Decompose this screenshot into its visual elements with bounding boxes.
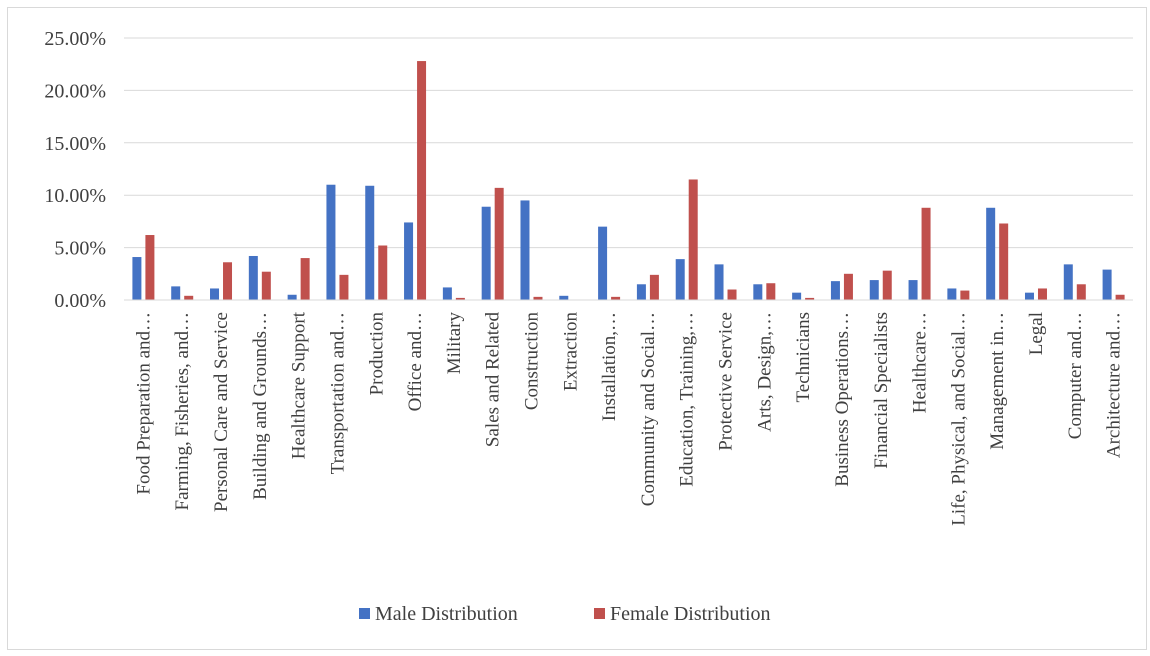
chart-area: 0.00% 5.00% 10.00% 15.00% 20.00% 25.00% Food … (7, 7, 1147, 650)
x-tick-label: Food Preparation and… (133, 312, 154, 495)
bar (1063, 264, 1073, 300)
bar (649, 274, 659, 300)
x-tick-label: Farming, Fisheries, and… (172, 312, 193, 510)
x-tick-label: Community and Social… (638, 312, 659, 506)
bar (481, 206, 491, 300)
bar (960, 290, 970, 300)
legend-swatch (594, 608, 605, 619)
bar (999, 223, 1009, 300)
bar (494, 187, 504, 300)
x-tick-label: Computer and… (1065, 312, 1086, 439)
bar (727, 289, 737, 300)
x-tick-label: Legal (1026, 312, 1047, 355)
bar (714, 264, 724, 300)
x-tick-label: Transportation and… (327, 312, 348, 474)
bar (171, 286, 181, 300)
bar (636, 284, 646, 300)
legend-label: Female Distribution (610, 603, 771, 625)
bar (1076, 284, 1086, 300)
bar (145, 235, 155, 300)
x-tick-label: Technicians (793, 312, 814, 402)
x-tick-label: Installation,… (599, 312, 620, 421)
bar (417, 61, 427, 300)
y-tick-label: 0.00% (54, 290, 106, 312)
legend-item: Male Distribution (359, 603, 518, 625)
x-tick-label: Life, Physical, and Social… (948, 312, 969, 526)
x-tick-label: Personal Care and Service (211, 312, 232, 512)
bar (1024, 292, 1034, 300)
gridlines (124, 37, 1133, 249)
x-tick-label: Production (366, 312, 387, 396)
legend: Male Distribution Female Distribution (359, 603, 771, 625)
x-tick-label: Construction (521, 312, 542, 411)
x-tick-label: Protective Service (716, 312, 737, 451)
bar (442, 287, 452, 300)
bar (611, 296, 621, 300)
bar (520, 200, 530, 300)
bar (559, 295, 569, 300)
bar (908, 280, 918, 300)
y-tick-label: 25.00% (44, 28, 106, 50)
bar (921, 207, 931, 300)
y-tick-label: 10.00% (44, 185, 106, 207)
x-tick-label: Sales and Related (483, 312, 504, 448)
bar (598, 226, 608, 300)
bar (404, 222, 414, 300)
y-tick-label: 20.00% (44, 80, 106, 102)
x-tick-label: Building and Grounds… (250, 312, 271, 500)
y-tick-label: 15.00% (44, 133, 106, 155)
bar (339, 274, 349, 300)
x-tick-label: Healthcare Support (289, 311, 310, 459)
bar (869, 280, 879, 300)
x-tick-label: Extraction (560, 312, 581, 392)
bar (300, 258, 310, 300)
bar (287, 294, 297, 300)
bars (132, 61, 1125, 300)
bar (455, 297, 465, 300)
bar (688, 179, 698, 300)
legend-swatch (359, 608, 370, 619)
bar (210, 288, 220, 300)
x-tick-label: Healthcare… (910, 312, 931, 413)
x-tick-label: Arts, Design,… (754, 312, 775, 432)
x-axis-tick-labels: Food Preparation and… Farming, Fisheries,… (133, 311, 1124, 525)
legend-label: Male Distribution (375, 603, 518, 625)
x-tick-label: Business Operations… (832, 312, 853, 487)
bar (223, 262, 233, 300)
bar (378, 245, 388, 300)
bar (986, 207, 996, 300)
bar (947, 288, 957, 300)
y-tick-label: 5.00% (54, 238, 106, 260)
x-tick-label: Office and… (405, 312, 426, 411)
bar (184, 295, 194, 300)
bar (326, 184, 336, 300)
x-tick-label: Education, Training,… (677, 312, 698, 487)
bar (753, 284, 763, 300)
legend-item: Female Distribution (594, 603, 771, 625)
bar (843, 273, 853, 300)
bar (882, 270, 892, 300)
bar (1115, 294, 1125, 300)
bar (261, 271, 271, 300)
bar (533, 296, 543, 300)
bar (365, 185, 375, 300)
bar (1037, 288, 1047, 300)
bar (766, 283, 776, 300)
x-tick-label: Military (444, 312, 465, 375)
bar (830, 281, 840, 300)
bar (805, 297, 815, 300)
bar (675, 259, 685, 300)
bar-chart: 0.00% 5.00% 10.00% 15.00% 20.00% 25.00% Food … (44, 28, 1133, 625)
y-axis-tick-labels: 0.00% 5.00% 10.00% 15.00% 20.00% 25.00% (44, 28, 106, 312)
x-tick-label: Architecture and… (1104, 312, 1125, 458)
bar (248, 255, 258, 300)
bar (132, 257, 142, 300)
bar (792, 292, 802, 300)
x-tick-label: Management in… (987, 312, 1008, 450)
bar (1102, 269, 1112, 300)
x-tick-label: Financial Specialists (871, 312, 892, 469)
